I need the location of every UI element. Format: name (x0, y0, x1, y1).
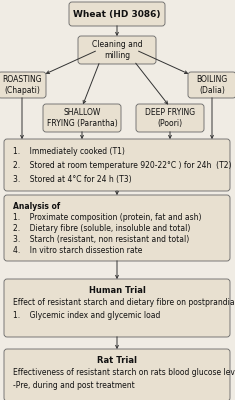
FancyBboxPatch shape (43, 104, 121, 132)
FancyBboxPatch shape (4, 349, 230, 400)
Text: Effect of resistant starch and dietary fibre on postprandial glucose level: Effect of resistant starch and dietary f… (13, 298, 235, 307)
Text: SHALLOW
FRYING (Parantha): SHALLOW FRYING (Parantha) (47, 108, 117, 128)
FancyBboxPatch shape (78, 36, 156, 64)
Text: BOILING
(Dalia): BOILING (Dalia) (196, 75, 228, 95)
Text: 2.    Dietary fibre (soluble, insoluble and total): 2. Dietary fibre (soluble, insoluble and… (13, 224, 190, 233)
FancyBboxPatch shape (4, 279, 230, 337)
FancyBboxPatch shape (4, 195, 230, 261)
Text: ROASTING
(Chapati): ROASTING (Chapati) (2, 75, 42, 95)
FancyBboxPatch shape (4, 139, 230, 191)
Text: 4.    In vitro starch dissestion rate: 4. In vitro starch dissestion rate (13, 246, 142, 255)
Text: 1.    Immediately cooked (T1): 1. Immediately cooked (T1) (13, 147, 125, 156)
Text: DEEP FRYING
(Poori): DEEP FRYING (Poori) (145, 108, 195, 128)
Text: Wheat (HD 3086): Wheat (HD 3086) (73, 10, 161, 18)
FancyBboxPatch shape (136, 104, 204, 132)
Text: Cleaning and
milling: Cleaning and milling (92, 40, 142, 60)
FancyBboxPatch shape (69, 2, 165, 26)
Text: 2.    Stored at room temperature 920-22°C ) for 24h  (T2): 2. Stored at room temperature 920-22°C )… (13, 161, 231, 170)
Text: Analysis of: Analysis of (13, 202, 60, 211)
Text: 3.    Starch (resistant, non resistant and total): 3. Starch (resistant, non resistant and … (13, 235, 189, 244)
Text: 1.    Glycemic index and glycemic load: 1. Glycemic index and glycemic load (13, 311, 160, 320)
Text: Human Trial: Human Trial (89, 286, 145, 295)
Text: 1.    Proximate composition (protein, fat and ash): 1. Proximate composition (protein, fat a… (13, 213, 201, 222)
Text: Effectiveness of resistant starch on rats blood glucose level.: Effectiveness of resistant starch on rat… (13, 368, 235, 377)
Text: Rat Trial: Rat Trial (97, 356, 137, 365)
FancyBboxPatch shape (188, 72, 235, 98)
FancyBboxPatch shape (0, 72, 46, 98)
Text: -Pre, during and post treatment: -Pre, during and post treatment (13, 381, 135, 390)
Text: 3.    Stored at 4°C for 24 h (T3): 3. Stored at 4°C for 24 h (T3) (13, 175, 132, 184)
